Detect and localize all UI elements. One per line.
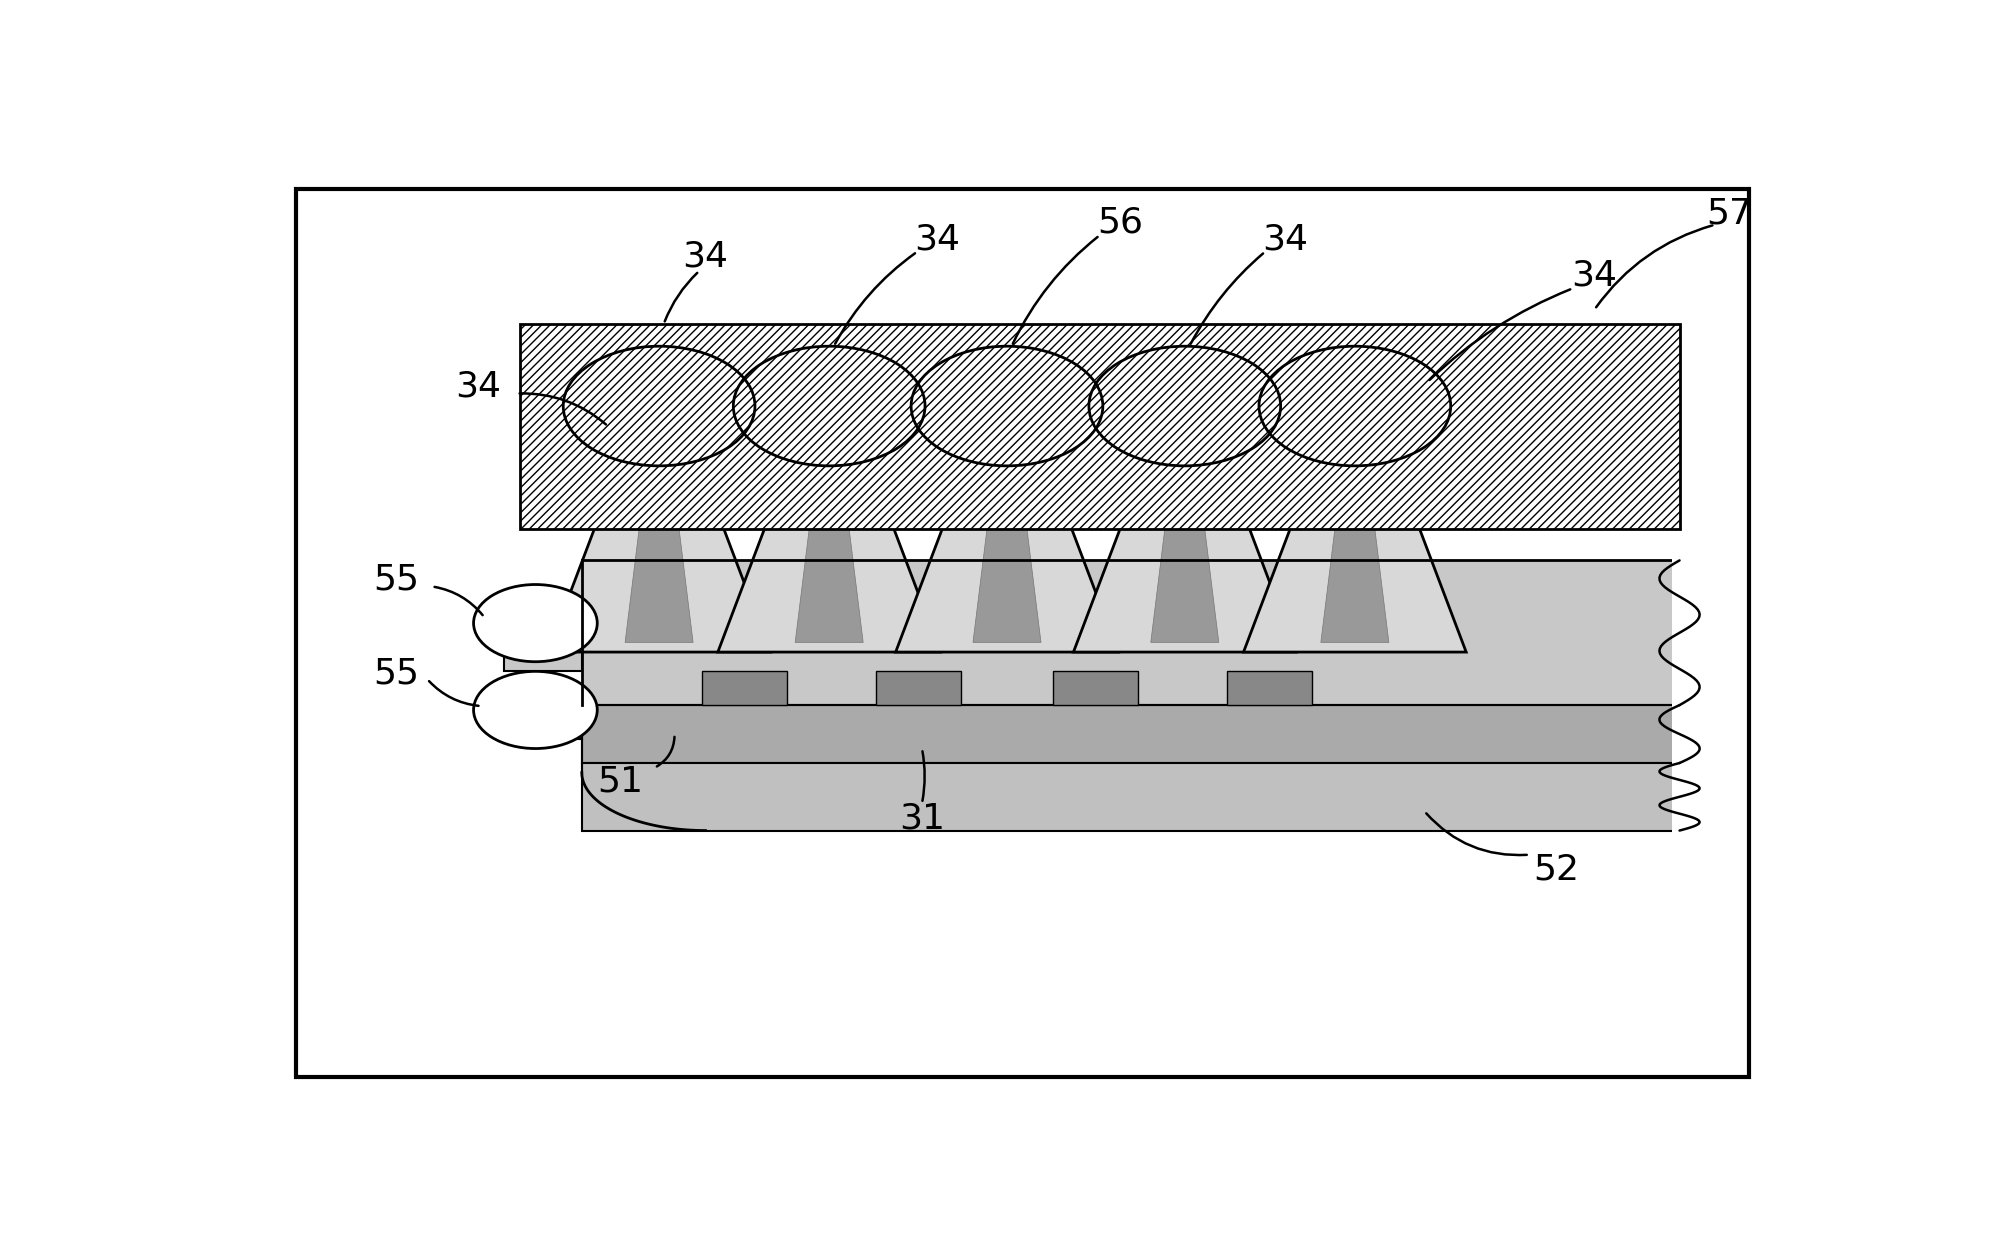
Circle shape: [473, 672, 597, 748]
Bar: [583, 705, 1680, 763]
Text: 34: 34: [914, 222, 960, 256]
Polygon shape: [1243, 358, 1466, 652]
Text: 57: 57: [1706, 195, 1752, 231]
Text: 34: 34: [1263, 222, 1309, 256]
Polygon shape: [796, 367, 864, 643]
Bar: [1053, 672, 1139, 705]
Bar: [521, 325, 1680, 529]
Circle shape: [473, 584, 597, 662]
Bar: [702, 672, 786, 705]
Bar: [521, 325, 1680, 529]
Polygon shape: [549, 358, 770, 652]
Polygon shape: [974, 367, 1041, 643]
Bar: [505, 685, 583, 739]
Text: 51: 51: [597, 764, 644, 798]
Text: 31: 31: [900, 801, 946, 834]
Bar: [505, 618, 583, 672]
Text: 55: 55: [373, 657, 419, 690]
Bar: [1672, 555, 1718, 836]
Bar: [876, 672, 962, 705]
Text: 34: 34: [455, 370, 501, 403]
Polygon shape: [896, 358, 1119, 652]
Text: 34: 34: [1572, 259, 1618, 293]
Polygon shape: [1073, 358, 1297, 652]
Polygon shape: [1151, 367, 1219, 643]
Bar: [583, 763, 1680, 831]
Text: 55: 55: [373, 563, 419, 596]
Bar: [1227, 672, 1313, 705]
Polygon shape: [1321, 367, 1389, 643]
Polygon shape: [624, 367, 692, 643]
Bar: [583, 560, 1680, 705]
Polygon shape: [718, 358, 940, 652]
Text: 52: 52: [1532, 852, 1578, 886]
Text: 56: 56: [1097, 205, 1143, 239]
Text: 34: 34: [682, 239, 728, 273]
